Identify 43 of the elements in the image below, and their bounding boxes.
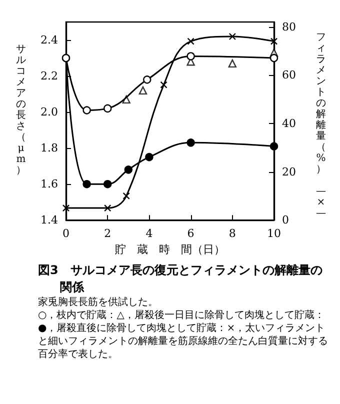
point [104, 180, 112, 188]
text: ○，枝内で貯蔵：△，屠殺後一日目に除骨して肉塊として貯蔵：●，屠殺直後に除骨して肉塊として貯蔵：×，太いフィラメントと細いフィラメントの解離量を筋原線維の全たん白質量に対する百分率で表した。 [37, 309, 329, 361]
y2-tick-label: 0 [282, 214, 289, 227]
y2-tick-label: 40 [282, 116, 296, 130]
point [62, 204, 70, 212]
point [160, 81, 168, 88]
y2-tick-label: 20 [282, 165, 296, 178]
point [187, 38, 194, 45]
x-tick-label: 10 [267, 227, 281, 240]
y-tick-label: 1.6 [40, 178, 58, 191]
point [228, 59, 236, 68]
point [143, 76, 152, 84]
x-tick-label: 2 [104, 227, 112, 240]
text: サルコメアの長さ（μm） [16, 44, 26, 176]
text: 家兎胸長長筋を供試した。 [37, 296, 159, 309]
x-tick-label: 8 [228, 227, 236, 240]
point [104, 204, 112, 212]
point [138, 86, 148, 95]
y-tick-label: 2.2 [40, 70, 58, 83]
y-tick-label: 2.4 [40, 34, 58, 47]
point [82, 180, 91, 188]
y-tick-label: 1.4 [40, 214, 58, 227]
y-tick-label: 1.8 [40, 142, 58, 155]
x-tick-label: 4 [146, 227, 153, 240]
x-tick-label: 6 [187, 227, 194, 240]
x-axis-title: 貯 蔵 時 間（日） [115, 243, 225, 256]
y2-tick-label: 80 [282, 20, 296, 34]
text: フィラメントの解離量（%） —×— [316, 32, 326, 219]
point [104, 104, 112, 113]
point [145, 152, 154, 162]
point [186, 138, 195, 147]
point [270, 142, 278, 150]
point [186, 52, 195, 60]
y2-tick-label: 60 [282, 68, 296, 82]
y-tick-label: 2.0 [40, 106, 58, 119]
text: 図3 サルコメア長の復元とフィラメントの解離量の関係 [37, 262, 324, 296]
point [270, 38, 278, 45]
point [270, 54, 278, 62]
point [228, 32, 236, 40]
x-tick-label: 0 [62, 227, 70, 240]
point [82, 106, 91, 114]
point [122, 192, 130, 200]
point [124, 166, 132, 174]
